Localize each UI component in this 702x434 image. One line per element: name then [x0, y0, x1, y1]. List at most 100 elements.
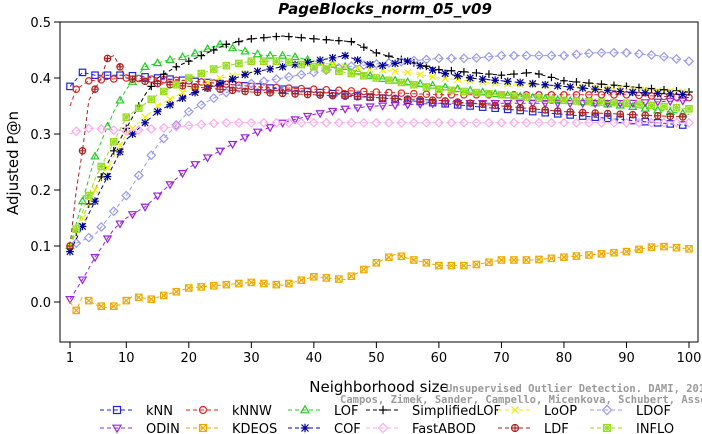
data-point [585, 97, 593, 106]
data-point [585, 79, 593, 87]
data-point [127, 211, 138, 220]
data-point [97, 162, 106, 171]
data-point [615, 100, 625, 109]
data-point [391, 59, 399, 68]
data-point [610, 81, 618, 90]
data-point [177, 51, 188, 61]
data-point [397, 252, 406, 261]
data-point [116, 63, 124, 71]
series-line [69, 54, 690, 247]
y-tick-label: 0.1 [30, 240, 51, 255]
data-point [310, 85, 318, 94]
data-point [628, 88, 637, 97]
data-point [66, 247, 74, 256]
data-point [308, 67, 319, 78]
data-point [372, 74, 381, 82]
data-point [116, 141, 124, 149]
data-point [247, 82, 256, 91]
data-point [385, 76, 393, 85]
x-tick-label: 20 [181, 351, 198, 366]
data-point [252, 128, 263, 137]
data-point [335, 67, 343, 76]
data-point [197, 69, 206, 78]
data-point [596, 47, 607, 58]
data-point [235, 279, 243, 288]
data-point [653, 112, 662, 120]
data-point [565, 100, 575, 109]
data-point [508, 50, 519, 61]
y-tick-label: 0.2 [30, 184, 51, 199]
data-point [552, 94, 563, 104]
data-point [259, 33, 268, 42]
data-point [516, 103, 524, 112]
data-point [633, 48, 644, 59]
data-point [140, 203, 150, 212]
data-point [578, 84, 587, 92]
x-tick-label: 1 [66, 351, 74, 366]
data-point [672, 103, 681, 112]
data-point [216, 85, 224, 94]
data-point [316, 56, 324, 64]
data-point [352, 66, 363, 75]
data-point [260, 57, 268, 66]
legend-label: LDF [544, 422, 569, 434]
data-point [272, 32, 281, 41]
data-point [647, 84, 656, 93]
data-point [271, 117, 282, 128]
data-point [158, 122, 169, 133]
y-tick-label: 0.0 [30, 296, 51, 311]
data-point [596, 117, 607, 128]
data-point [433, 117, 444, 128]
data-point [190, 161, 200, 170]
data-point [560, 96, 568, 105]
data-point [347, 37, 356, 46]
data-point [597, 250, 606, 258]
data-point [222, 280, 231, 289]
data-point [341, 51, 349, 60]
data-point [141, 113, 149, 121]
data-point [552, 100, 563, 109]
data-point [147, 82, 156, 91]
data-point [184, 74, 193, 82]
data-point [497, 256, 506, 264]
data-point [472, 69, 481, 77]
data-point [446, 117, 457, 128]
data-point [527, 100, 538, 109]
data-point [640, 99, 650, 108]
data-point [610, 98, 618, 107]
data-point [77, 276, 88, 285]
data-point [541, 80, 550, 89]
data-point [108, 125, 119, 136]
series-line [69, 122, 689, 135]
data-point [322, 274, 331, 282]
data-point [84, 191, 93, 200]
data-point [622, 247, 631, 256]
data-point [435, 85, 443, 94]
data-point [109, 138, 118, 146]
series-ldof [69, 47, 695, 249]
data-point [472, 88, 481, 97]
data-point [402, 77, 413, 86]
data-point [221, 117, 232, 128]
x-tick-label: 90 [618, 351, 635, 366]
data-point [178, 82, 187, 90]
y-tick-label: 0.4 [30, 72, 51, 87]
data-point [210, 281, 218, 290]
data-point [671, 117, 682, 128]
legend-item-loop: LoOP [498, 404, 577, 419]
data-point [540, 100, 550, 109]
data-point [183, 120, 194, 131]
legend-marker [112, 405, 122, 415]
data-point [447, 261, 456, 270]
data-point [666, 112, 675, 121]
x-tick-label: 100 [677, 351, 702, 366]
data-point [510, 256, 518, 264]
data-point [528, 79, 537, 88]
data-point [208, 93, 219, 104]
chart-title: PageBlocks_norm_05_v09 [278, 0, 492, 18]
data-point [277, 50, 288, 59]
data-point [222, 40, 231, 49]
data-point [328, 91, 337, 100]
data-point [477, 87, 488, 96]
data-point [360, 43, 368, 52]
